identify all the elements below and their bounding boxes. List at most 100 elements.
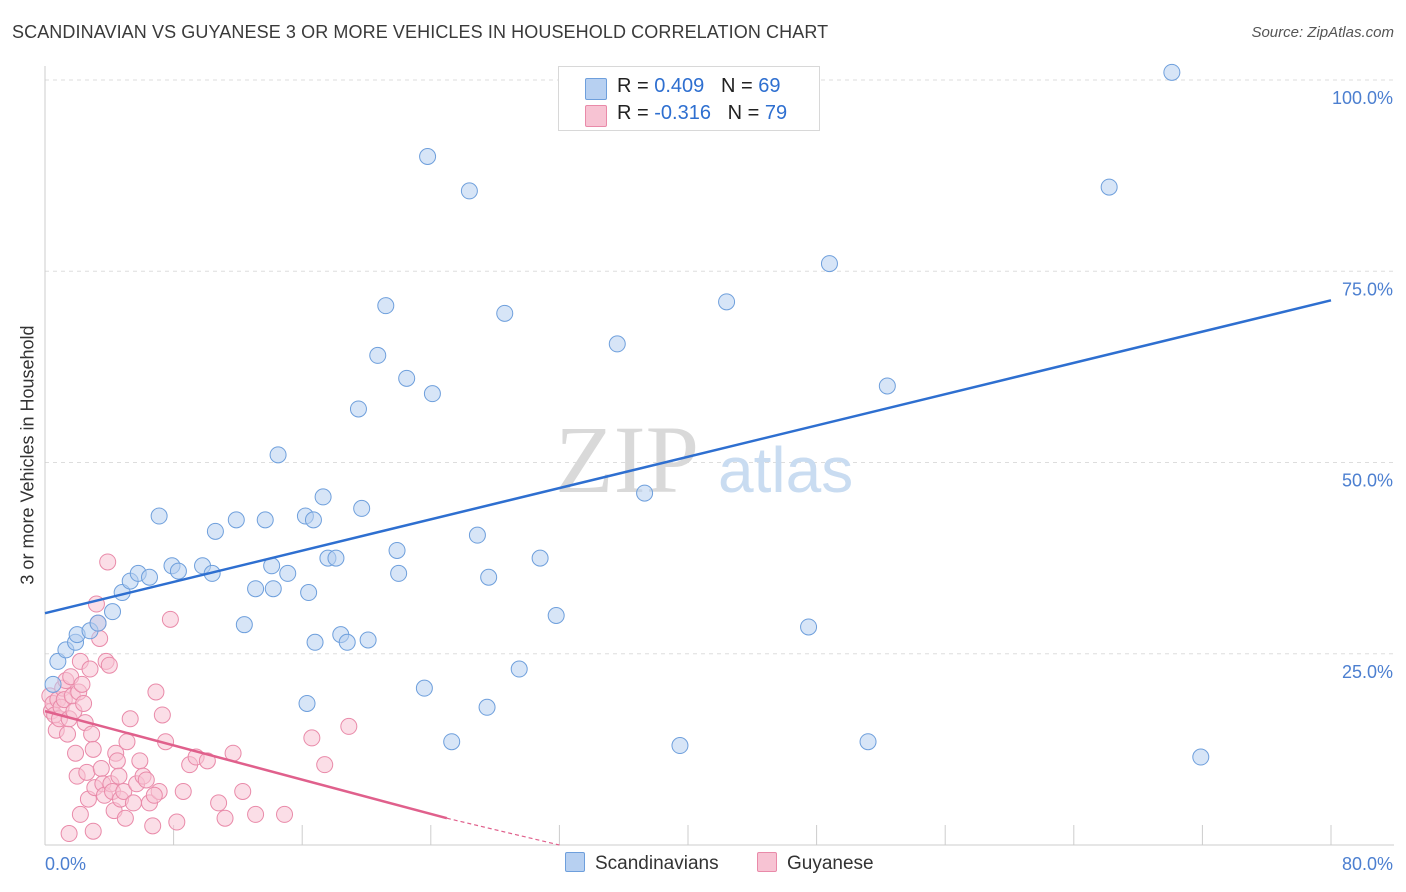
guyanese-point <box>59 725 77 743</box>
scandinavian-point <box>608 335 626 353</box>
guyanese-point <box>147 683 165 701</box>
scandinavian-points <box>44 63 1210 766</box>
guyanese-point <box>145 786 163 804</box>
n-label: N = <box>727 102 765 124</box>
guyanese-point <box>121 710 139 728</box>
scandinavian-point <box>460 182 478 200</box>
guyanese-point <box>73 675 91 693</box>
guyanese-point <box>216 809 234 827</box>
scandinavian-point <box>419 148 437 165</box>
scandinavian-point <box>547 607 565 624</box>
scandinavian-point <box>636 484 654 502</box>
scandinavian-point <box>398 369 416 387</box>
legend-item-scandinavians[interactable]: Scandinavians <box>565 852 719 875</box>
scandinavian-point <box>104 603 122 621</box>
guyanese-point <box>110 767 128 785</box>
guyanese-point <box>83 725 101 743</box>
r-value: 0.409 <box>654 75 705 97</box>
guyanese-point <box>340 717 358 735</box>
scandinavian-point <box>359 631 377 649</box>
scandinavian-point <box>264 580 282 598</box>
legend-swatch-scandinavians <box>585 78 607 100</box>
guyanese-point <box>198 752 216 770</box>
scandinavian-point <box>227 511 245 529</box>
scandinavian-point <box>1163 63 1181 81</box>
legend-label-guyanese: Guyanese <box>787 853 874 874</box>
legend-label-scandinavians: Scandinavians <box>595 853 719 874</box>
x-tick-label: 80.0% <box>1342 854 1393 874</box>
scandinavian-point <box>859 733 877 751</box>
guyanese-point <box>234 782 252 800</box>
guyanese-point <box>161 610 179 628</box>
guyanese-point <box>303 729 321 747</box>
scandinavian-point <box>1192 748 1210 766</box>
guyanese-trend-line <box>44 709 448 820</box>
y-tick-label: 50.0% <box>1342 471 1393 491</box>
scandinavian-point <box>306 633 324 651</box>
legend-text-scandinavians: R = 0.409 N = 69 <box>617 75 780 98</box>
guyanese-point <box>78 763 96 781</box>
scandinavian-point <box>377 297 395 315</box>
scandinavian-point <box>314 488 332 506</box>
scandinavian-trend-line <box>44 299 1332 615</box>
trend-lines <box>44 299 1332 846</box>
scandinavian-point <box>415 679 433 697</box>
scandinavian-point <box>496 304 514 322</box>
scandinavian-point <box>800 618 818 636</box>
legend-swatch-guyanese <box>585 105 607 127</box>
scandinavian-point <box>298 694 316 712</box>
watermark-atlas: atlas <box>718 434 853 506</box>
scandinavian-point <box>878 377 896 395</box>
watermark: ZIP atlas <box>555 406 853 513</box>
scandinavian-point <box>349 400 367 418</box>
scandinavian-point <box>478 698 496 716</box>
scandinavian-point <box>820 255 838 273</box>
scandinavian-point <box>256 511 274 529</box>
guyanese-point <box>67 744 85 762</box>
guyanese-point <box>115 782 133 800</box>
scandinavian-point <box>304 511 322 529</box>
y-axis-label: 3 or more Vehicles in Household <box>17 325 38 585</box>
scandinavian-point <box>247 580 265 598</box>
legend-swatch-scandinavians <box>565 852 585 872</box>
n-value: 69 <box>758 75 781 97</box>
guyanese-point <box>276 805 294 823</box>
legend-item-guyanese[interactable]: Guyanese <box>757 852 874 875</box>
scandinavian-point <box>1100 178 1118 196</box>
guyanese-point <box>131 752 149 770</box>
guyanese-point <box>153 706 171 724</box>
guyanese-point <box>118 733 136 751</box>
scandinavian-point <box>531 549 549 567</box>
guyanese-point <box>84 822 102 840</box>
scandinavian-point <box>388 541 406 559</box>
scandinavian-point <box>468 526 486 544</box>
guyanese-point <box>60 825 78 843</box>
guyanese-point <box>71 805 89 823</box>
guyanese-point <box>108 752 126 770</box>
tick-labels: 25.0% 50.0% 75.0% 100.0% 0.0% 80.0% <box>45 88 1393 874</box>
guyanese-point <box>168 813 186 831</box>
scandinavian-point <box>353 499 371 517</box>
scandinavian-point <box>369 346 387 364</box>
r-label: R = <box>617 75 655 97</box>
scandinavian-point <box>718 293 736 311</box>
y-tick-label: 100.0% <box>1332 88 1393 108</box>
guyanese-point <box>210 794 228 812</box>
guyanese-point <box>247 805 265 823</box>
guyanese-point <box>92 760 110 777</box>
r-value: -0.316 <box>654 102 711 124</box>
scandinavian-point <box>480 568 498 586</box>
scandinavian-point <box>443 733 461 751</box>
scandinavian-point <box>169 562 187 580</box>
guyanese-point <box>316 756 334 774</box>
guyanese-point <box>81 660 99 678</box>
guyanese-trend-extension <box>446 817 560 846</box>
legend-text-guyanese: R = -0.316 N = 79 <box>617 102 787 125</box>
scandinavian-point <box>279 564 297 582</box>
r-label: R = <box>617 102 655 124</box>
chart-title: SCANDINAVIAN VS GUYANESE 3 OR MORE VEHIC… <box>12 22 829 42</box>
guyanese-point <box>99 553 117 571</box>
scandinavian-point <box>44 675 62 693</box>
y-tick-label: 75.0% <box>1342 279 1393 299</box>
